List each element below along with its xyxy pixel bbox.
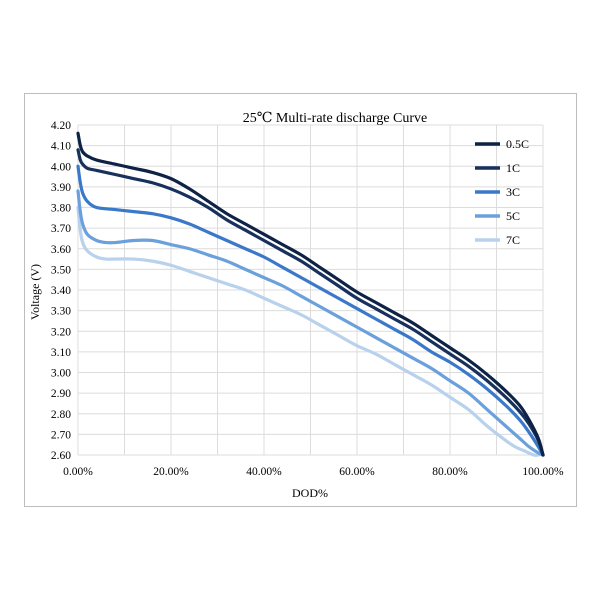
legend-label: 0.5C — [506, 137, 529, 151]
y-tick-label: 3.90 — [51, 182, 71, 194]
chart-frame: 2.60 2.70 2.80 2.90 3.00 3.10 3.20 3.30 3.40 3.50… — [24, 93, 577, 507]
y-tick-label: 3.70 — [51, 223, 71, 235]
x-tick-label: 100.00% — [522, 466, 564, 478]
legend: 0.5C 1C 3C 5C 7C — [475, 137, 529, 247]
x-tick-label: 60.00% — [339, 466, 375, 478]
y-tick-label: 3.60 — [51, 244, 71, 256]
x-tick-label: 80.00% — [432, 466, 468, 478]
y-tick-label: 2.60 — [51, 450, 71, 462]
series-line-3c — [76, 164, 545, 457]
axis-layer: 2.60 2.70 2.80 2.90 3.00 3.10 3.20 3.30 3.40 3.50… — [51, 120, 564, 478]
y-tick-label: 4.20 — [51, 120, 71, 132]
y-tick-label: 3.20 — [51, 326, 71, 338]
series-line-1c — [76, 148, 545, 457]
discharge-chart: 2.60 2.70 2.80 2.90 3.00 3.10 3.20 3.30 3.40 3.50… — [28, 111, 564, 500]
x-tick-label: 20.00% — [153, 466, 189, 478]
y-tick-label: 3.10 — [51, 347, 71, 359]
y-tick-label: 4.00 — [51, 161, 71, 173]
legend-label: 3C — [506, 185, 520, 199]
series-line-7c — [76, 205, 540, 457]
series-line-5c — [76, 189, 545, 457]
x-tick-label: 40.00% — [246, 466, 282, 478]
legend-label: 1C — [506, 161, 520, 175]
x-axis-title: DOD% — [292, 486, 328, 500]
series-line-05c — [76, 131, 545, 457]
y-tick-label: 3.50 — [51, 264, 71, 276]
chart-title: 25℃ Multi-rate discharge Curve — [243, 111, 428, 126]
x-tick-label: 0.00% — [63, 466, 93, 478]
grid-layer — [77, 124, 544, 456]
series-layer — [76, 131, 545, 457]
y-tick-label: 3.40 — [51, 285, 71, 297]
legend-label: 7C — [506, 233, 520, 247]
y-tick-label: 2.90 — [51, 388, 71, 400]
y-axis-title: Voltage (V) — [28, 264, 42, 320]
y-tick-label: 2.80 — [51, 409, 71, 421]
y-tick-label: 4.10 — [51, 141, 71, 153]
y-tick-label: 2.70 — [51, 429, 71, 441]
y-tick-label: 3.80 — [51, 203, 71, 215]
legend-label: 5C — [506, 209, 520, 223]
y-tick-label: 3.00 — [51, 368, 71, 380]
y-tick-label: 3.30 — [51, 306, 71, 318]
